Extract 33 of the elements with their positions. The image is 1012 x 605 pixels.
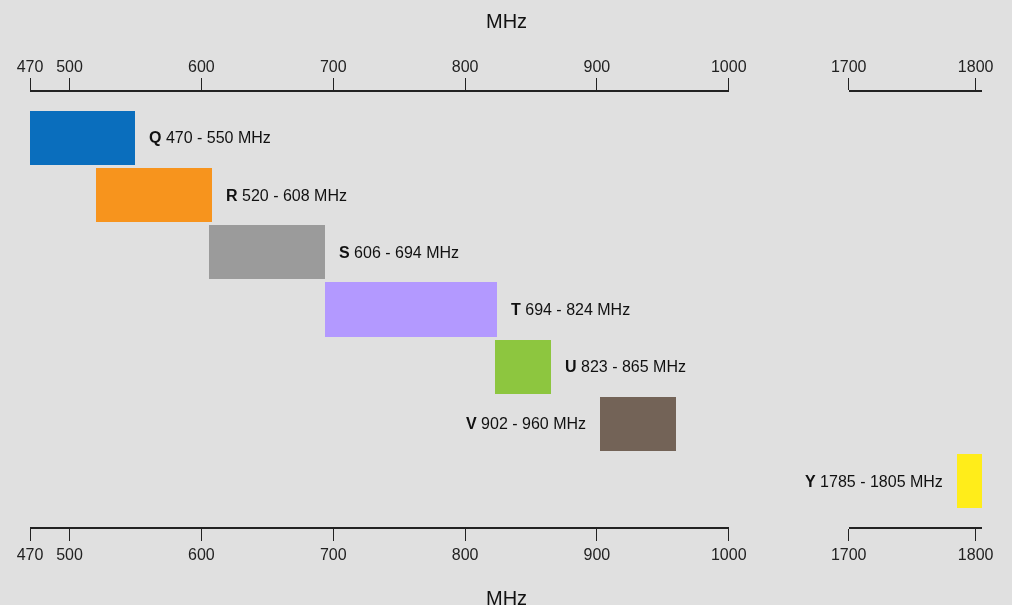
data-label: U 823 - 865 MHz [565,358,686,375]
bar [325,282,497,337]
bar [600,397,676,451]
x2-tick-label: 600 [188,545,215,563]
data-label: Y 1785 - 1805 MHz [805,473,943,490]
x-tick-label: 700 [319,57,347,75]
data-label: Q 470 - 550 MHz [149,129,271,146]
x-tick-label: 600 [188,57,215,75]
data-label: V 902 - 960 MHz [466,415,587,432]
x-tick-label: 1000 [710,57,747,75]
x-tick-label: 800 [451,57,479,75]
x-tick-label: 1700 [830,57,867,75]
x2-tick-label: 500 [56,545,83,563]
x2-tick-label: 1000 [710,545,747,563]
x2-tick-label: 1700 [830,545,867,563]
x2-tick-label: 470 [16,545,44,563]
x-axis-title: MHz [486,587,528,605]
data-label: R 520 - 608 MHz [226,187,347,204]
bar [209,225,325,279]
data-label: S 606 - 694 MHz [339,244,460,261]
x2-tick-label: 900 [583,545,611,563]
x2-axis-title: MHz [486,10,528,32]
x-tick-label: 1800 [957,57,994,75]
x-tick-label: 500 [56,57,83,75]
x2-tick-label: 1800 [957,545,994,563]
bar [495,340,551,394]
x2-tick-label: 800 [451,545,479,563]
data-label: T 694 - 824 MHz [511,301,631,318]
x2-tick-label: 700 [319,545,347,563]
bar [30,111,135,165]
x-tick-label: 900 [583,57,611,75]
bar [96,168,212,222]
x-tick-label: 470 [16,57,44,75]
